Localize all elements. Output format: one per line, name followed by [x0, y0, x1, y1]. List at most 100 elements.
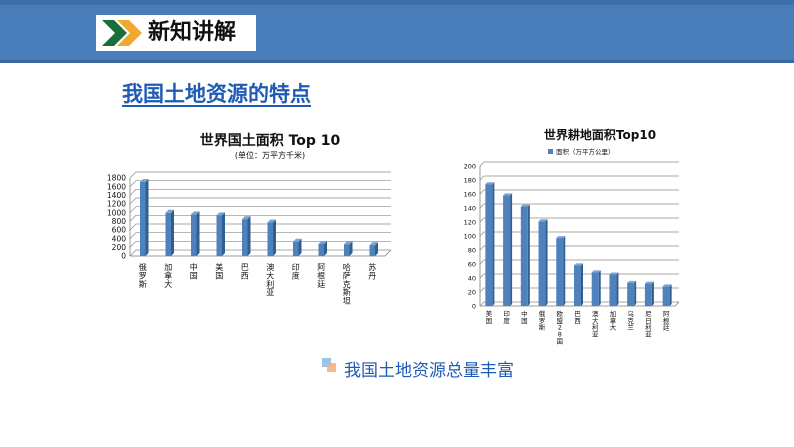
chart1-x-tick-label: 哈萨克斯坦 — [343, 262, 351, 306]
chart2-x-tick-label: 印度 — [503, 310, 510, 325]
chart1-bar-side — [222, 212, 225, 256]
chart2-bar-top — [609, 272, 619, 275]
chart1-x-tick-label: 澳大利亚 — [266, 262, 274, 297]
chart1-bar — [293, 241, 299, 256]
chart2-y-tick-label: 60 — [468, 260, 476, 268]
chart2-bar-top — [627, 280, 637, 283]
chart1-bar-side — [349, 241, 353, 256]
chart1-gridline — [129, 223, 391, 231]
chart2-legend-label: 面积（万平方公里） — [556, 147, 615, 156]
chart2-bar-side — [510, 193, 513, 306]
chart2-bar-top — [503, 193, 513, 196]
chart2-gridline — [479, 217, 679, 223]
chart2-bar — [591, 272, 599, 306]
chart1-gridline — [129, 180, 391, 187]
chart1-gridline — [129, 240, 391, 248]
chart2-x-tick-label: 巴西 — [574, 310, 581, 325]
chart1-y-tick-label: 600 — [112, 226, 127, 235]
chart1-y-tick-label: 0 — [121, 252, 126, 261]
chart2-x-tick-label: 欧盟 2 8 国 — [557, 309, 564, 345]
chart2-bar-top — [485, 182, 495, 185]
chart2-y-tick-label: 80 — [468, 246, 476, 254]
chart2-x-tick-label: 美国 — [486, 309, 493, 325]
chart1-bar — [369, 245, 375, 256]
chart1-bar — [140, 181, 146, 256]
summary-text: 我国土地资源总量丰富 — [344, 361, 514, 381]
chart2-bar — [627, 282, 635, 306]
chart1-bar-top — [267, 219, 276, 223]
chart2-y-tick-label: 100 — [464, 232, 476, 240]
chart2-bar-top — [538, 219, 548, 222]
page-title: 新知讲解 — [148, 20, 237, 45]
chart2-bar-side — [598, 270, 601, 306]
chart2-bar — [556, 238, 564, 306]
chart2-title: 世界耕地面积Top10 — [543, 128, 657, 142]
chart1-gridline — [129, 249, 391, 257]
chart1-bar-top — [165, 209, 174, 213]
chart2-bar-side — [616, 272, 619, 306]
chart2-bar-top — [520, 204, 530, 207]
chart1-bar-top — [318, 240, 327, 244]
chart1-bar-side — [273, 219, 276, 256]
chart1-bar — [344, 244, 350, 256]
chart1-y-tick-label: 1400 — [107, 191, 126, 200]
chart1-bar-side — [375, 242, 378, 256]
chart2-bar-side — [669, 284, 672, 306]
chart2-gridline — [479, 245, 679, 251]
chart2-bar — [644, 283, 652, 306]
chart2-bar-side — [527, 204, 530, 306]
chart1-title: 世界国土面积 Top 10 — [199, 133, 341, 149]
chart2-x-tick-label: 加拿大 — [610, 309, 617, 332]
chart2-y-tick-label: 200 — [464, 162, 476, 170]
chart2-gridline — [479, 231, 679, 237]
chart1-x-tick-label: 苏丹 — [368, 262, 376, 280]
chart2-bar — [538, 221, 546, 306]
chart1-x-tick-label: 印度 — [292, 263, 300, 280]
chart2-bar-side — [545, 219, 548, 306]
chart2-bar-side — [651, 281, 654, 306]
chart1-x-tick-label: 加拿大 — [164, 262, 172, 289]
chart1-y-tick-label: 1800 — [107, 174, 126, 183]
chart2-bar-side — [492, 182, 495, 306]
bullet-icon — [322, 358, 336, 372]
chart2-bar — [485, 184, 493, 306]
chart2-y-tick-label: 0 — [472, 302, 476, 310]
chart1-x-axis — [130, 249, 392, 257]
chart1-gridline — [129, 214, 391, 222]
header-strip — [0, 0, 794, 5]
chart1-bar — [267, 222, 273, 256]
chart1-bar-side — [145, 178, 149, 256]
chart1-y-tick-label: 1200 — [107, 200, 126, 209]
chart1-bar-side — [324, 240, 327, 256]
chart2-gridline — [479, 161, 679, 167]
chart1-x-tick-label: 巴西 — [241, 263, 249, 280]
chart1-bar-side — [247, 216, 251, 256]
chart1-bar — [191, 214, 197, 256]
chart1-bar — [165, 212, 171, 256]
chart1-gridline — [129, 171, 391, 179]
chart1-x-tick-label: 俄罗斯 — [139, 262, 147, 289]
chart2-gridline — [479, 189, 679, 195]
chart1-y-tick-label: 1600 — [107, 182, 126, 191]
chart1-unit-note: (单位：万平方千米) — [234, 151, 306, 160]
chart1-bar-top — [369, 242, 378, 246]
chart2-y-tick-label: 20 — [468, 288, 476, 296]
chart2-bar-side — [634, 280, 637, 306]
chart2-bar-top — [644, 281, 654, 284]
chart1-bar-side — [171, 209, 174, 256]
chart2-bar — [520, 206, 528, 306]
chart2-bar — [662, 286, 670, 306]
chart2-legend-swatch — [548, 149, 553, 154]
chart2-gridline — [479, 175, 679, 181]
chart2-gridline — [479, 259, 679, 265]
chart2-bar-top — [662, 284, 672, 287]
chart1-bar — [242, 219, 248, 256]
chart2-bar-top — [591, 270, 601, 273]
chart2-y-tick-label: 180 — [464, 176, 476, 184]
double-chevron-icon — [102, 20, 142, 46]
chart2-x-tick-label: 中国 — [521, 309, 528, 325]
chart1-gridline — [129, 197, 391, 205]
chart1-bar-side — [196, 211, 200, 256]
chart1-bar — [318, 243, 324, 256]
